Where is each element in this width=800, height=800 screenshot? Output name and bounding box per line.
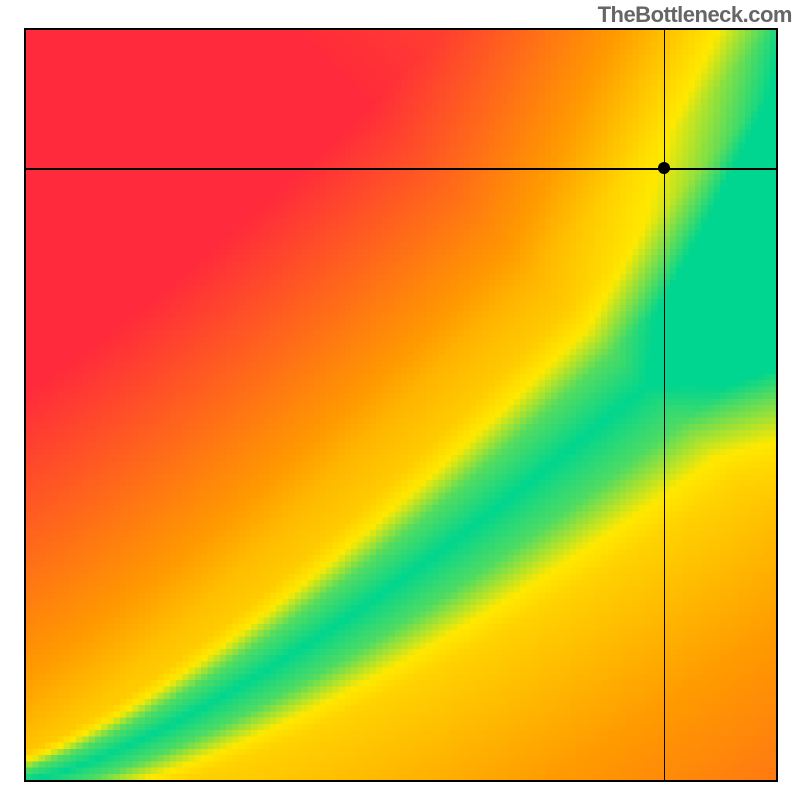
bottleneck-heatmap (24, 28, 778, 782)
heatmap-canvas (26, 30, 776, 780)
watermark-text: TheBottleneck.com (598, 2, 792, 28)
